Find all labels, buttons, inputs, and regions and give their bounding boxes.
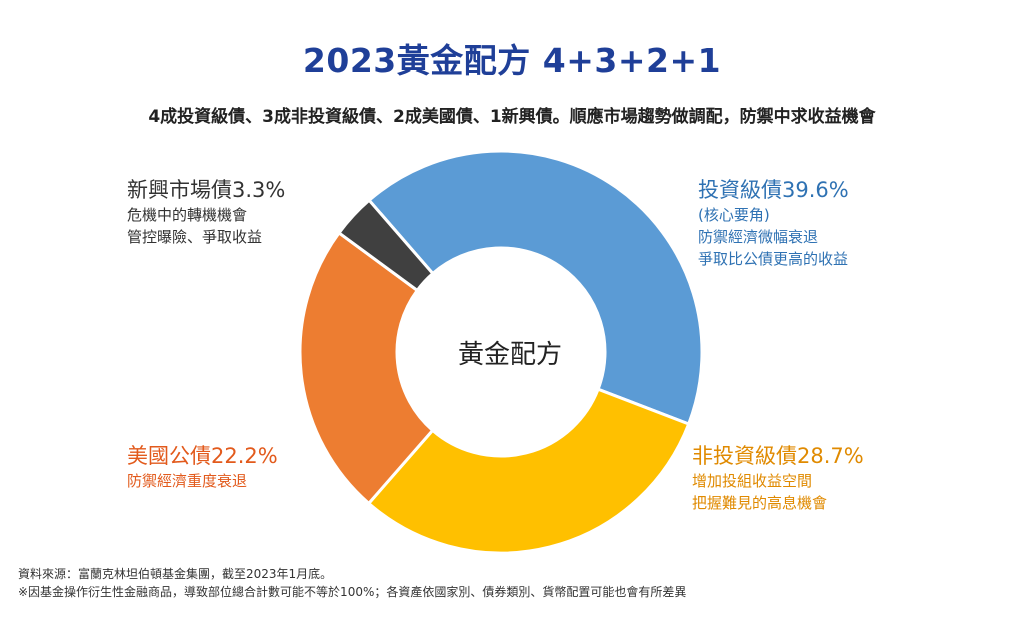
annotation-us-desc-1: 防禦經濟重度衰退 [127,472,248,490]
chart-subtitle: 4成投資級債、3成非投資級債、2成美國債、1新興債。順應市場趨勢做調配，防禦中求… [148,107,876,127]
donut-slice-1 [367,149,704,426]
footer-note: ※因基金操作衍生性金融商品，導致部位總合計數可能不等於100%；各資產依國家別、… [18,585,687,599]
annotation-us-treasury: 美國公債22.2% 防禦經濟重度衰退 [127,442,278,492]
donut-slice-2 [366,387,691,555]
annotation-ig-desc-2: 防禦經濟微幅衰退 [698,228,819,246]
annotation-ig-desc-3: 爭取比公債更高的收益 [698,250,849,268]
footer: 資料來源：富蘭克林坦伯頓基金集團，截至2023年1月底。 ※因基金操作衍生性金融… [18,565,686,601]
annotation-us-head: 美國公債22.2% [127,444,278,468]
annotation-emerging-desc-1: 危機中的轉機機會 [127,206,248,224]
annotation-high-yield: 非投資級債28.7% 增加投組收益空間 把握難見的高息機會 [692,442,864,514]
annotation-hy-head: 非投資級債28.7% [692,444,864,468]
annotation-investment-grade: 投資級債39.6% (核心要角) 防禦經濟微幅衰退 爭取比公債更高的收益 [698,176,849,270]
donut-center-label: 黃金配方 [457,340,562,370]
donut-slice-4 [336,198,435,293]
chart-title: 2023黃金配方 4+3+2+1 [302,41,722,80]
annotation-emerging-market: 新興市場債3.3% 危機中的轉機機會 管控曝險、爭取收益 [127,176,285,248]
annotation-emerging-head: 新興市場債3.3% [127,178,286,202]
annotation-ig-head: 投資級債39.6% [698,178,849,202]
annotation-hy-desc-2: 把握難見的高息機會 [692,494,828,512]
annotation-hy-desc-1: 增加投組收益空間 [692,472,813,490]
annotation-ig-desc-1: (核心要角) [698,206,770,224]
footer-source: 資料來源：富蘭克林坦伯頓基金集團，截至2023年1月底。 [18,567,333,581]
donut-slice-3 [298,230,435,506]
annotation-emerging-desc-2: 管控曝險、爭取收益 [127,228,263,246]
